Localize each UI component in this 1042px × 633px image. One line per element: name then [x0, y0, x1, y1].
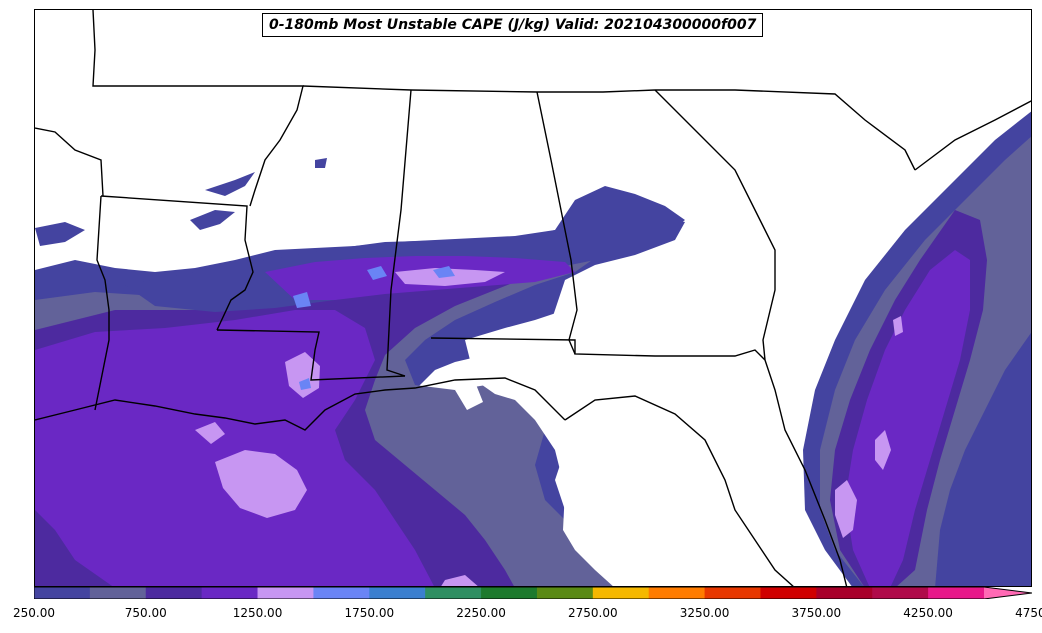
cape-map [35, 10, 1031, 586]
cape-region-coastal-lilac-2 [441, 575, 478, 586]
colorbar-tick-label: 4250.00 [903, 606, 953, 620]
colorbar-tick-label: 250.00 [13, 606, 55, 620]
cape-atlantic-lilac [835, 480, 857, 538]
colorbar-segment [201, 587, 259, 599]
state-border-al-fl [430, 337, 766, 361]
state-border-ms-al [386, 89, 412, 377]
state-border-la-ms [216, 329, 406, 381]
cape-atlantic-lilac-3 [893, 316, 903, 336]
boundary-layer [35, 10, 1031, 586]
colorbar-tick-label: 3750.00 [791, 606, 842, 620]
cape-region-coastal-lilac [195, 422, 225, 444]
colorbar-segment [816, 587, 873, 599]
coast-florida-east [764, 359, 848, 586]
title-text: 0-180mb Most Unstable CAPE (J/kg) Valid:… [269, 17, 757, 33]
colorbar [34, 587, 1032, 599]
colorbar-segment [89, 587, 147, 599]
cape-atlantic-lilac-2 [875, 430, 891, 470]
map-title: 0-180mb Most Unstable CAPE (J/kg) Valid:… [262, 13, 764, 37]
colorbar-tick-label: 1250.00 [232, 606, 283, 620]
cape-cell-arkansas-2 [190, 210, 235, 230]
coast-florida [564, 395, 794, 586]
cape-blue-spot-4 [299, 378, 311, 390]
cape-blue-spot-3 [293, 292, 311, 308]
cape-band-north-lilac [395, 268, 505, 286]
cape-blue-spot-1 [367, 266, 387, 280]
cape-cell-west [35, 222, 85, 246]
colorbar-tick-label: 2750.00 [568, 606, 618, 620]
colorbar-tick-label: 750.00 [124, 606, 167, 620]
cape-blue-spot-2 [433, 266, 455, 278]
colorbar-extend-arrow [984, 587, 1032, 599]
colorbar-segment [481, 587, 538, 599]
colorbar-segment [34, 587, 91, 599]
cape-cell-tn [315, 158, 327, 168]
cape-band-north-outer [125, 186, 685, 312]
clear-georgia-florida [465, 310, 805, 586]
cape-atlantic-core [845, 250, 970, 586]
coast-atlantic [914, 100, 1031, 171]
colorbar-segment [313, 587, 370, 599]
colorbar-tick-label: 3250.00 [679, 606, 730, 620]
state-border-tx-la [94, 195, 110, 411]
state-border-ga-sc [654, 89, 776, 361]
state-border-tx-ok [35, 127, 104, 197]
cape-region-gulf-lilac [215, 450, 307, 518]
state-border-al-ga [536, 91, 578, 355]
state-border-ms-river [92, 10, 304, 207]
colorbar-segment [648, 587, 706, 599]
colorbar-segment [425, 587, 482, 599]
colorbar-segment [704, 587, 761, 599]
colorbar-tick-label: 4750.00 [1015, 606, 1042, 620]
colorbar-segment [257, 587, 314, 599]
colorbar-segment [145, 587, 203, 599]
colorbar-segment [592, 587, 650, 599]
colorbar-segment [369, 587, 426, 599]
colorbar-segment [760, 587, 817, 599]
land-clear-layer [455, 310, 805, 586]
state-border-nc-sc [655, 89, 916, 171]
coast-gulf-west [35, 377, 566, 431]
colorbar-outline [34, 587, 1032, 599]
colorbar-tick-label: 2250.00 [456, 606, 506, 620]
cape-region-gulf-lilac-2 [285, 352, 320, 398]
state-border-tn-nc [302, 85, 656, 93]
colorbar-tick-label: 1750.00 [344, 606, 395, 620]
colorbar-segment [872, 587, 929, 599]
map-panel [34, 9, 1032, 587]
clear-west-florida [455, 382, 483, 410]
cape-cell-arkansas [205, 172, 255, 196]
colorbar-segment [928, 587, 985, 599]
colorbar-segment [536, 587, 594, 599]
state-border-ar-la [100, 195, 254, 331]
